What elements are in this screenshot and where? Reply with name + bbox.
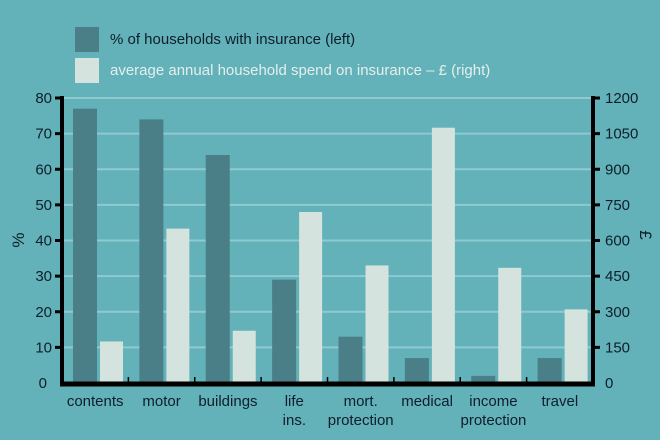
y-tick-label-right: 0 — [605, 375, 613, 392]
bar-average-spend — [100, 341, 123, 383]
y-axis-title-left: % — [9, 232, 28, 247]
y-tick-label-right: 300 — [605, 304, 630, 321]
labels: contents motor buildings life ins. mort. prote… — [35, 90, 638, 429]
y-tick-label-right: 1050 — [605, 126, 638, 143]
bar-average-spend — [166, 228, 190, 383]
y-tick-label-left: 80 — [35, 90, 52, 107]
bar-households-pct — [338, 336, 363, 383]
bar-households-pct — [537, 358, 562, 383]
x-tick-label: travel — [541, 393, 578, 410]
x-tick-label: income — [469, 393, 517, 410]
y-tick-label-right: 150 — [605, 339, 630, 356]
legend-item-households-pct: % of households with insurance (left) — [75, 24, 490, 55]
bar-households-pct — [205, 155, 230, 383]
legend: % of households with insurance (left) av… — [75, 24, 490, 86]
x-tick-label: protection — [328, 412, 394, 429]
bars — [73, 108, 588, 383]
y-tick-label-left: 50 — [35, 197, 52, 214]
y-tick-label-left: 10 — [35, 339, 52, 356]
bar-households-pct — [404, 358, 429, 383]
y-tick-label-right: 900 — [605, 161, 630, 178]
bar-average-spend — [299, 212, 323, 383]
y-tick-label-left: 30 — [35, 268, 52, 285]
bar-average-spend — [365, 265, 389, 383]
y-tick-label-left: 60 — [35, 161, 52, 178]
y-axis-title-right: £ — [636, 230, 655, 240]
legend-label: % of households with insurance (left) — [110, 31, 356, 48]
y-tick-label-left: 40 — [35, 233, 52, 250]
x-tick-label: life — [285, 393, 304, 410]
legend-item-average-spend: average annual household spend on insura… — [75, 55, 490, 86]
bar-average-spend — [564, 309, 588, 383]
x-tick-label: protection — [461, 412, 527, 429]
x-tick-label: buildings — [198, 393, 257, 410]
y-tick-label-left: 0 — [39, 375, 47, 392]
x-tick-label: mort. — [344, 393, 378, 410]
y-tick-label-right: 1200 — [605, 90, 638, 107]
bar-households-pct — [471, 375, 496, 383]
y-tick-label-left: 20 — [35, 304, 52, 321]
legend-swatch-dark — [75, 27, 99, 52]
bar-households-pct — [73, 108, 97, 383]
x-tick-label: motor — [142, 393, 180, 410]
y-tick-label-right: 450 — [605, 268, 630, 285]
x-tick-label: ins. — [283, 412, 306, 429]
axes — [55, 96, 600, 387]
bar-households-pct — [139, 119, 164, 383]
bar-households-pct — [272, 279, 297, 383]
bar-average-spend — [232, 330, 256, 383]
y-tick-label-right: 750 — [605, 197, 630, 214]
bar-average-spend — [498, 267, 522, 383]
bar-average-spend — [431, 127, 455, 383]
y-tick-label-right: 600 — [605, 233, 630, 250]
y-tick-label-left: 70 — [35, 126, 52, 143]
legend-label: average annual household spend on insura… — [110, 62, 491, 79]
x-tick-label: medical — [401, 393, 453, 410]
x-tick-label: contents — [67, 393, 124, 410]
legend-swatch-light — [75, 58, 99, 83]
